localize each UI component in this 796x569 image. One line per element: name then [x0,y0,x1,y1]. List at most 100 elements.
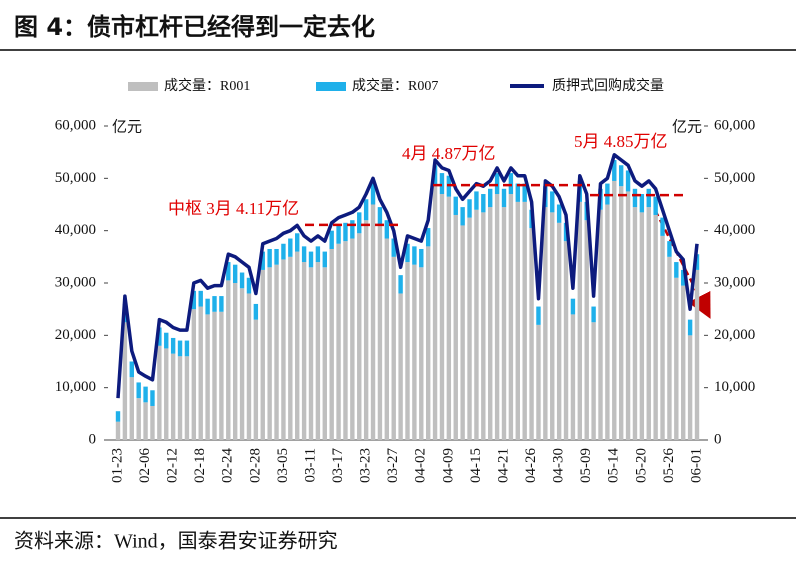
bar [508,194,514,440]
bar [136,398,141,440]
bar [432,165,438,187]
annotation: 中枢 3月 4.11万亿 [168,199,299,218]
bar [618,186,624,440]
bar [570,298,576,315]
bar [205,298,210,315]
bar [212,296,217,312]
bar [501,207,507,440]
bar [212,311,217,440]
bar [508,173,514,195]
bar [336,243,341,440]
bar [419,248,424,268]
x-tick-label: 03-27 [385,448,401,483]
bar [412,246,417,265]
bar [115,421,121,440]
bar [515,201,520,440]
bar [625,191,631,440]
bar [267,248,272,268]
bar [191,309,197,440]
bar [598,209,603,440]
bar [488,207,493,440]
x-tick-label: 05-09 [578,448,594,483]
bar [253,303,259,320]
bar [129,361,134,378]
bar [584,220,589,440]
bar [198,290,203,307]
bar [681,269,686,286]
bar [384,238,390,440]
bar [515,183,520,202]
bar [577,201,583,440]
x-tick-label: 02-18 [192,448,208,483]
legend-label: 成交量：R007 [352,77,438,94]
legend-label: 质押式回购成交量 [552,77,664,94]
x-tick-label: 05-14 [606,448,622,483]
bar [150,390,155,406]
bar [370,183,376,205]
bar [536,306,541,325]
bar [164,348,169,440]
bar [646,207,651,440]
bar [522,183,527,202]
bar [570,314,576,440]
bar [556,222,562,440]
bar [143,402,148,440]
bar [667,256,672,440]
bar [377,207,383,226]
y-tick-label: 30,000 [55,274,96,290]
bar [653,214,658,440]
bar [226,262,231,281]
bar [618,165,624,187]
bar [405,262,410,440]
bar [246,293,252,440]
y-tick-label: 50,000 [55,170,96,186]
bar [550,191,555,213]
line [116,153,699,399]
bar [205,314,210,440]
bar [329,230,334,249]
bar [391,256,396,440]
bar [439,194,445,440]
bar [425,228,431,247]
bar [281,259,286,440]
bar [191,290,197,310]
bar [660,217,665,236]
bar [219,296,224,312]
bar [398,293,403,440]
bar [674,262,679,278]
x-tick-label: 02-24 [220,448,236,483]
bar [522,201,527,440]
annotation: 5月 4.85万亿 [574,132,668,151]
bar [639,194,645,213]
y-tick-label: 10,000 [55,379,96,395]
bar [288,238,293,257]
x-tick-label: 05-26 [661,448,677,483]
bar [432,186,438,440]
x-tick-label: 04-21 [495,448,511,483]
bar [288,256,293,440]
bar [315,246,321,263]
bar [239,272,245,289]
bar [646,188,651,208]
bar [177,340,183,357]
bar [184,356,190,440]
annotation: 4月 4.87万亿 [402,144,496,163]
bar [550,212,555,440]
bar [122,322,128,440]
bar [308,267,314,440]
legend-swatch [316,82,346,91]
y2-tick-label: 30,000 [714,274,755,290]
x-tick-label: 03-17 [330,448,346,483]
x-tick-label: 06-01 [688,448,704,483]
bar [350,238,355,440]
bar [591,306,596,323]
x-tick-label: 05-20 [633,448,649,483]
bar [398,275,403,294]
bar [260,269,265,440]
bar [639,212,645,440]
y-tick-label: 0 [89,431,97,447]
bar [363,220,369,440]
bar [412,264,417,440]
bar [295,233,300,252]
